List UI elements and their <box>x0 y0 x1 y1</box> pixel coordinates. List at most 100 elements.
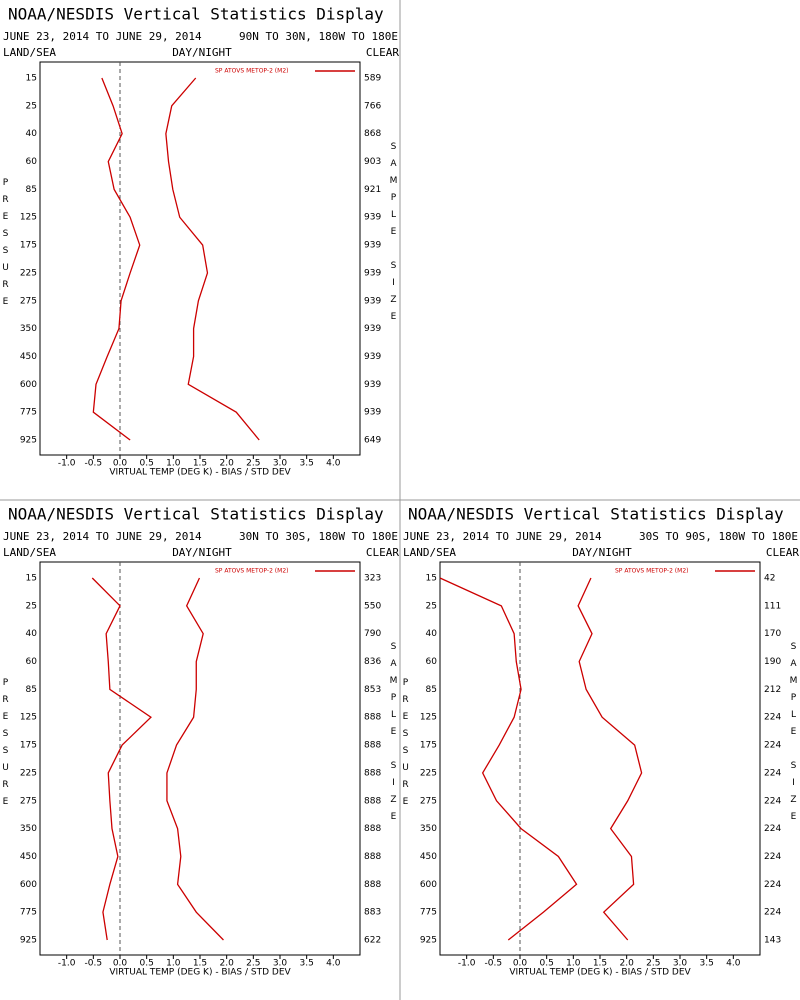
pressure-label: 175 <box>20 741 37 751</box>
profile-line <box>165 77 260 441</box>
pressure-label: 925 <box>20 936 37 946</box>
x-tick-label: 3.5 <box>700 959 714 969</box>
sample-size: 939 <box>364 213 381 223</box>
sample-size: 939 <box>364 380 381 390</box>
clear: CLEAR <box>766 546 799 559</box>
sample-size: 224 <box>764 713 781 723</box>
sample-size: 143 <box>764 936 781 946</box>
sample-size: 883 <box>364 908 381 918</box>
pressure-label: 15 <box>426 574 437 584</box>
pressure-label: 25 <box>26 101 37 111</box>
pressure-label: 60 <box>426 657 438 667</box>
sample-size: 888 <box>364 796 381 806</box>
profile-line <box>439 577 578 941</box>
sample-size: 888 <box>364 768 381 778</box>
date-range: JUNE 23, 2014 TO JUNE 29, 2014 <box>3 30 202 43</box>
land-sea: LAND/SEA <box>3 546 56 559</box>
profile-line <box>577 577 643 941</box>
sample-size: 888 <box>364 741 381 751</box>
sample-size: 939 <box>364 268 381 278</box>
sample-size: 212 <box>764 685 781 695</box>
x-tick-label: 4.0 <box>726 959 741 969</box>
x-tick-label: 2.5 <box>646 959 660 969</box>
x-tick-label: 3.0 <box>673 959 688 969</box>
pressure-label: 775 <box>20 908 37 918</box>
x-tick-label: 0.5 <box>140 959 154 969</box>
pressure-label: 450 <box>420 852 437 862</box>
pressure-label: 125 <box>20 713 37 723</box>
panel-title: NOAA/NESDIS Vertical Statistics Display <box>8 5 384 24</box>
pressure-label: 225 <box>420 768 437 778</box>
pressure-label: 40 <box>26 129 38 139</box>
pressure-label: 60 <box>26 157 38 167</box>
sample-size: 323 <box>364 574 381 584</box>
pressure-label: 125 <box>420 713 437 723</box>
sample-size: 888 <box>364 824 381 834</box>
x-tick-label: 1.0 <box>166 959 181 969</box>
sample-size: 224 <box>764 768 781 778</box>
pressure-label: 350 <box>20 324 37 334</box>
sample-size: 888 <box>364 852 381 862</box>
x-tick-label: 2.0 <box>620 959 635 969</box>
x-tick-label: -1.0 <box>58 459 76 469</box>
profile-line <box>92 77 141 441</box>
sample-size: 224 <box>764 824 781 834</box>
sample-size: 939 <box>364 296 381 306</box>
x-tick-label: 3.0 <box>273 459 288 469</box>
pressure-label: 175 <box>20 241 37 251</box>
x-tick-label: 3.5 <box>300 959 314 969</box>
sample-size: 939 <box>364 352 381 362</box>
x-tick-label: 4.0 <box>326 459 341 469</box>
sample-size: 224 <box>764 908 781 918</box>
legend-label: SP ATOVS METOP-2 (M2) <box>215 568 288 575</box>
x-tick-label: 1.5 <box>593 959 607 969</box>
region: 30S TO 90S, 180W TO 180E <box>639 530 798 543</box>
pressure-label: 60 <box>26 657 38 667</box>
clear: CLEAR <box>366 546 399 559</box>
pressure-label: 15 <box>26 574 37 584</box>
day-night: DAY/NIGHT <box>172 546 232 559</box>
sample-size: 649 <box>364 436 381 446</box>
x-tick-label: 1.5 <box>193 959 207 969</box>
sample-size: 42 <box>764 574 775 584</box>
x-tick-label: -0.5 <box>85 959 103 969</box>
pressure-label: 600 <box>20 880 37 890</box>
pressure-label: 85 <box>26 685 37 695</box>
x-tick-label: 3.0 <box>273 959 288 969</box>
sample-size: 766 <box>364 101 381 111</box>
sample-size: 939 <box>364 241 381 251</box>
y-axis-label: PRESSURE <box>401 678 411 814</box>
sample-size: 224 <box>764 796 781 806</box>
x-tick-label: 1.5 <box>193 459 207 469</box>
pressure-label: 175 <box>420 741 437 751</box>
sample-size: 111 <box>764 601 781 611</box>
day-night: DAY/NIGHT <box>172 46 232 59</box>
pressure-label: 275 <box>20 296 37 306</box>
x-tick-label: -0.5 <box>85 459 103 469</box>
sample-size: 622 <box>364 936 381 946</box>
sample-size: 190 <box>764 657 781 667</box>
pressure-label: 125 <box>20 213 37 223</box>
sample-size: 888 <box>364 713 381 723</box>
legend-label: SP ATOVS METOP-2 (M2) <box>615 568 688 575</box>
legend-label: SP ATOVS METOP-2 (M2) <box>215 68 288 75</box>
y2-axis-label: SAMPLE SIZE <box>389 642 399 829</box>
day-night: DAY/NIGHT <box>572 546 632 559</box>
sample-size: 170 <box>764 629 781 639</box>
x-tick-label: 0.0 <box>513 959 528 969</box>
pressure-label: 775 <box>420 908 437 918</box>
pressure-label: 225 <box>20 268 37 278</box>
sample-size: 903 <box>364 157 381 167</box>
y-axis-label: PRESSURE <box>1 678 11 814</box>
region: 30N TO 30S, 180W TO 180E <box>239 530 398 543</box>
x-tick-label: 0.0 <box>113 959 128 969</box>
x-tick-label: 2.5 <box>246 959 260 969</box>
pressure-label: 775 <box>20 408 37 418</box>
sample-size: 888 <box>364 880 381 890</box>
x-tick-label: -0.5 <box>485 959 503 969</box>
sample-size: 550 <box>364 601 381 611</box>
pressure-label: 85 <box>26 185 37 195</box>
x-tick-label: 3.5 <box>300 459 314 469</box>
x-tick-label: 2.0 <box>220 459 235 469</box>
panel-title: NOAA/NESDIS Vertical Statistics Display <box>8 505 384 524</box>
